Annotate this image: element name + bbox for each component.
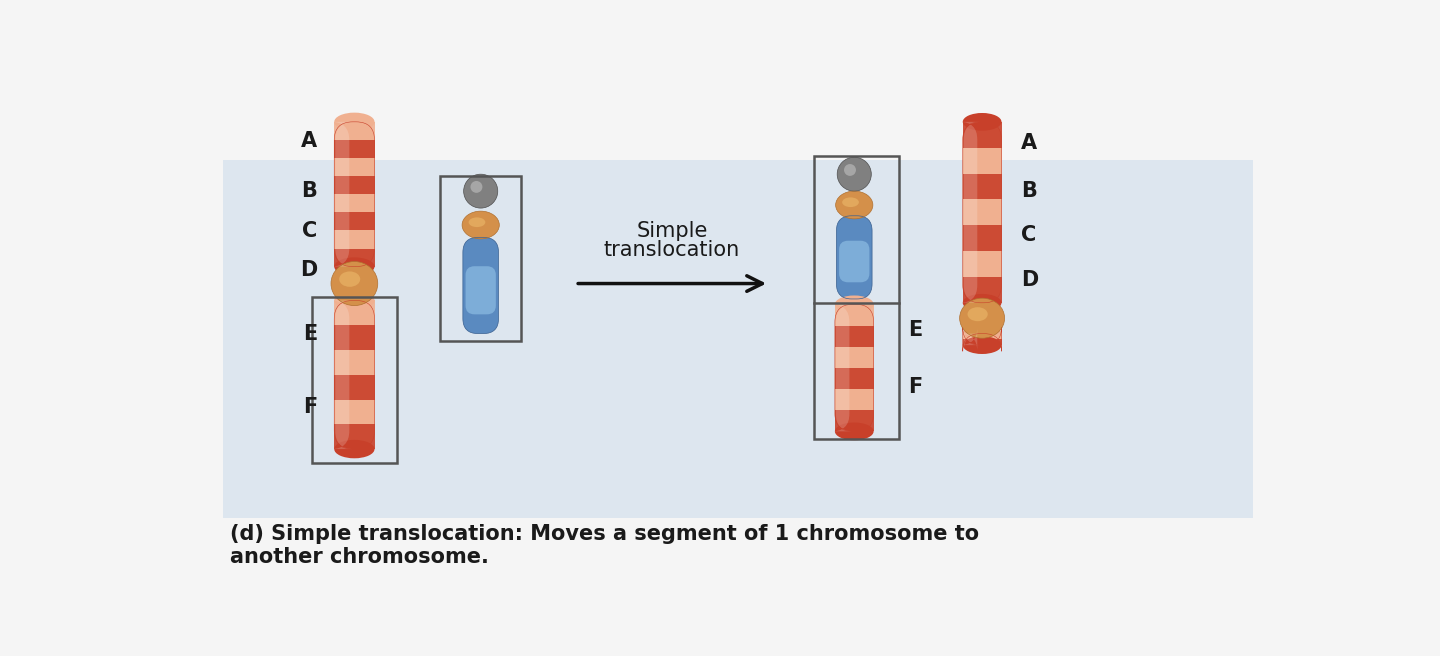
Bar	[334, 194, 374, 213]
Bar	[334, 122, 374, 140]
Bar	[963, 277, 1001, 303]
Text: D: D	[1021, 270, 1038, 290]
Bar	[334, 400, 374, 424]
FancyBboxPatch shape	[959, 122, 982, 303]
FancyBboxPatch shape	[840, 241, 870, 282]
FancyBboxPatch shape	[334, 300, 374, 449]
Ellipse shape	[334, 113, 374, 131]
FancyBboxPatch shape	[334, 122, 374, 266]
Bar	[334, 176, 374, 194]
Ellipse shape	[340, 272, 360, 287]
Text: A: A	[1021, 133, 1037, 153]
Text: B: B	[1021, 181, 1037, 201]
Bar	[334, 158, 374, 176]
Bar	[835, 389, 874, 410]
Bar	[963, 225, 1001, 251]
Bar	[835, 325, 874, 346]
Bar	[334, 249, 374, 266]
Ellipse shape	[837, 157, 871, 191]
Text: C: C	[1021, 225, 1037, 245]
Ellipse shape	[464, 174, 498, 208]
Ellipse shape	[963, 113, 1001, 131]
Bar	[334, 424, 374, 449]
Bar	[334, 350, 374, 375]
Bar	[835, 346, 874, 368]
Text: (d) Simple translocation: Moves a segment of 1 chromosome to
another chromosome.: (d) Simple translocation: Moves a segmen…	[230, 523, 979, 567]
Ellipse shape	[968, 307, 988, 321]
Bar	[963, 174, 1001, 199]
FancyBboxPatch shape	[331, 122, 354, 266]
Bar	[311, 297, 397, 463]
Ellipse shape	[334, 440, 374, 459]
Bar	[334, 213, 374, 230]
Ellipse shape	[842, 197, 858, 207]
Text: C: C	[302, 221, 317, 241]
Ellipse shape	[334, 291, 374, 310]
Ellipse shape	[835, 422, 874, 440]
Bar	[334, 325, 374, 350]
Bar	[835, 304, 874, 325]
FancyBboxPatch shape	[465, 266, 495, 314]
Bar	[814, 157, 899, 439]
Text: E: E	[302, 323, 317, 344]
Text: A: A	[301, 131, 317, 151]
Text: F: F	[909, 377, 923, 398]
Text: D: D	[300, 260, 317, 279]
Ellipse shape	[959, 298, 1005, 338]
FancyBboxPatch shape	[831, 304, 854, 432]
Ellipse shape	[963, 325, 1001, 342]
Bar	[963, 122, 1001, 148]
FancyBboxPatch shape	[963, 122, 1001, 303]
Bar	[835, 368, 874, 389]
Text: Simple: Simple	[636, 221, 708, 241]
Bar	[334, 375, 374, 400]
Ellipse shape	[963, 294, 1001, 312]
Text: B: B	[301, 181, 317, 201]
Ellipse shape	[331, 262, 377, 306]
Ellipse shape	[835, 295, 874, 313]
Ellipse shape	[462, 211, 500, 239]
Bar	[963, 334, 1001, 339]
Text: translocation: translocation	[603, 241, 740, 260]
Bar	[963, 199, 1001, 225]
FancyBboxPatch shape	[835, 304, 874, 432]
Bar	[963, 148, 1001, 174]
Text: F: F	[302, 397, 317, 417]
Bar	[223, 160, 1253, 518]
Text: E: E	[909, 319, 923, 340]
Bar	[835, 410, 874, 432]
Bar	[441, 176, 521, 341]
Bar	[963, 251, 1001, 277]
Ellipse shape	[471, 181, 482, 193]
Ellipse shape	[468, 217, 485, 227]
Bar	[963, 339, 1001, 345]
Bar	[334, 140, 374, 158]
Bar	[334, 300, 374, 325]
FancyBboxPatch shape	[963, 327, 1001, 352]
FancyBboxPatch shape	[331, 300, 354, 449]
FancyBboxPatch shape	[837, 216, 873, 299]
FancyBboxPatch shape	[462, 237, 498, 334]
Ellipse shape	[844, 164, 855, 176]
Ellipse shape	[334, 257, 374, 276]
Bar	[334, 230, 374, 249]
Ellipse shape	[835, 191, 873, 219]
Ellipse shape	[963, 337, 1001, 354]
FancyBboxPatch shape	[959, 327, 982, 352]
